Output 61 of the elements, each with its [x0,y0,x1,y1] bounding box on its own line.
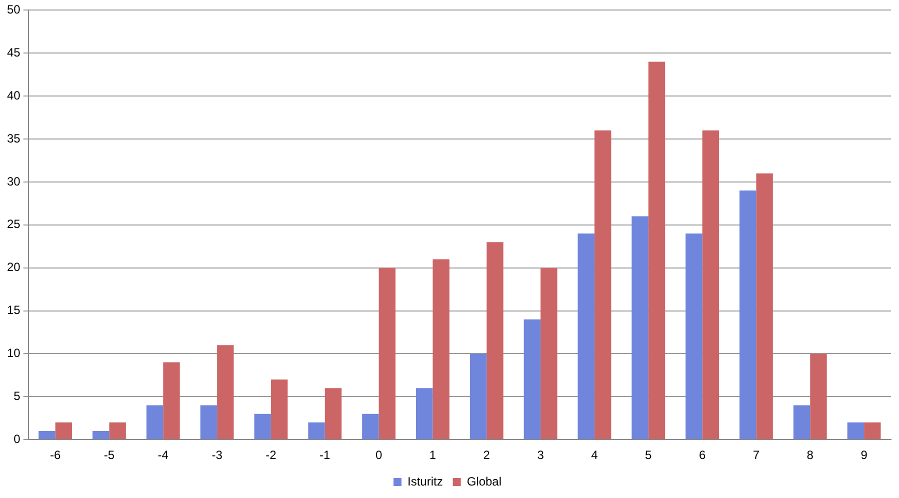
bar [486,242,504,440]
legend-label: Isturitz [407,474,443,488]
bar [702,130,720,440]
y-tick-label: 25 [6,217,21,232]
bar [146,405,164,440]
y-tick-label: 35 [6,131,21,146]
y-tick-label: 20 [6,260,21,274]
bar [524,319,541,440]
x-tick-label: -2 [266,448,277,462]
bar [540,268,558,440]
bar [739,190,756,440]
y-tick-label: 45 [6,45,21,60]
bar [38,431,56,440]
x-tick-label: -4 [158,448,169,462]
x-tick-label: 2 [483,448,490,462]
bar [308,422,325,440]
x-tick-label: 9 [860,448,868,462]
bar [92,431,110,440]
x-tick-label: 4 [591,448,598,462]
bar [416,388,433,440]
bar [109,422,126,440]
x-tick-label: 0 [375,448,382,462]
bar [686,233,702,440]
bar [163,362,180,440]
bar [378,268,396,440]
bar [810,354,827,440]
bar [324,388,342,440]
bar [55,422,72,440]
x-tick-label: 3 [537,448,544,462]
bar [200,405,218,440]
bar [864,422,881,440]
x-tick-label: -5 [104,448,115,462]
y-tick-label: 40 [6,88,21,102]
x-tick-label: 6 [698,448,706,462]
legend-label: Global [466,474,502,488]
y-tick-label: 30 [6,174,21,188]
x-tick-label: 7 [752,448,760,462]
bar [578,233,594,440]
bar [217,345,234,440]
bar [470,354,487,440]
x-tick-label: -3 [212,448,223,462]
bar [254,414,271,440]
x-tick-label: -6 [50,448,61,462]
bar [756,173,773,440]
bar [270,379,288,440]
y-tick-label: 50 [6,2,21,17]
bar [432,259,450,440]
x-tick-label: 1 [429,448,436,462]
bar [648,62,666,440]
x-tick-label: -1 [320,448,331,462]
x-tick-label: 8 [806,448,814,462]
bar [793,405,810,440]
bar [594,130,612,440]
y-tick-label: 5 [14,388,21,403]
bar [847,422,864,440]
x-tick-label: 5 [645,448,652,462]
bar [632,216,648,440]
y-tick-label: 15 [6,303,21,318]
y-tick-label: 0 [14,432,21,446]
y-tick-label: 10 [6,346,21,360]
bar [362,414,379,440]
